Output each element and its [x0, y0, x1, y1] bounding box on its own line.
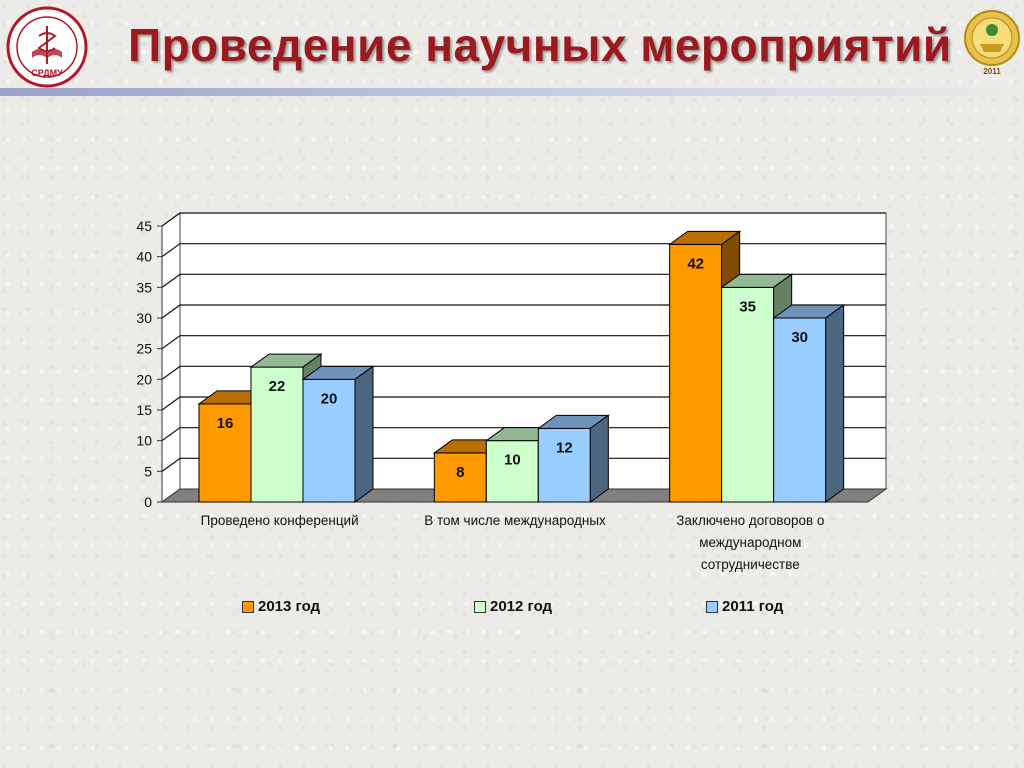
y-tick-label: 25 [136, 341, 152, 357]
bar-front [721, 286, 775, 503]
y-tick-label: 35 [136, 279, 152, 295]
gridline [161, 457, 886, 472]
logo-right-text: 2011 [983, 67, 1001, 76]
bar-front [669, 243, 723, 503]
data-label: 42 [687, 255, 704, 272]
y-tick-label: 30 [136, 310, 152, 326]
bar-side [354, 365, 374, 503]
legend-label: 2013 год [258, 598, 321, 615]
university-logo-icon: СРДМУ [6, 6, 88, 88]
y-tick-label: 5 [144, 463, 152, 479]
x-category-label-line: международном [699, 535, 802, 550]
x-category-label-line: сотрудничестве [700, 557, 800, 572]
data-label: 8 [456, 464, 464, 481]
data-label: 12 [556, 439, 573, 456]
bar-front [433, 452, 487, 503]
gridline [161, 365, 886, 380]
gridline [161, 396, 886, 411]
gridline [161, 212, 886, 227]
legend-item: 2011 год [706, 598, 783, 615]
chart-legend: 2013 год 2012 год 2011 год [0, 598, 1024, 622]
y-tick-label: 10 [136, 433, 152, 449]
x-category-label-line: Проведено конференций [200, 513, 359, 528]
x-category-label: В том числе международных [395, 510, 635, 532]
y-tick-label: 45 [136, 218, 152, 234]
data-label: 35 [739, 298, 756, 315]
data-label: 30 [791, 329, 808, 346]
gridline [161, 304, 886, 319]
legend-label: 2012 год [490, 598, 553, 615]
header: СРДМУ Проведение научных мероприятий 201… [0, 0, 1024, 90]
data-label: 22 [269, 378, 286, 395]
data-label: 16 [217, 415, 234, 432]
legend-swatch [242, 600, 254, 613]
bar-front [250, 366, 304, 503]
bar-front [485, 440, 539, 503]
bar [301, 365, 375, 503]
legend-item: 2012 год [474, 598, 552, 615]
gridline [161, 335, 886, 350]
side-wall [161, 212, 181, 503]
x-category-label-line: Заключено договоров о [676, 513, 825, 528]
legend-item: 2013 год [242, 598, 320, 615]
bar-side [825, 304, 845, 503]
y-tick-label: 0 [144, 494, 152, 510]
bar-side [589, 414, 609, 503]
award-badge-icon: 2011 [964, 10, 1020, 76]
legend-swatch [706, 600, 718, 613]
gridline [161, 243, 886, 258]
page-title: Проведение научных мероприятий [128, 19, 952, 71]
y-tick-label: 20 [136, 371, 152, 387]
legend-label: 2011 год [722, 598, 784, 615]
y-tick-label: 15 [136, 402, 152, 418]
bar [536, 414, 610, 503]
header-rule [0, 88, 1024, 96]
bar-front [302, 378, 356, 503]
gridline [161, 273, 886, 288]
data-label: 10 [504, 452, 521, 469]
bar-front [198, 403, 252, 503]
data-label: 20 [321, 390, 338, 407]
bar-front [537, 427, 591, 503]
x-category-label-line: В том числе международных [424, 513, 606, 528]
y-tick-label: 40 [136, 249, 152, 265]
legend-swatch [474, 600, 486, 613]
gridline [161, 427, 886, 442]
x-category-label: Проведено конференций [160, 510, 400, 532]
logo-left-text: СРДМУ [31, 68, 63, 78]
bar [772, 304, 846, 503]
x-category-label: Заключено договоров о международном сотруд… [630, 510, 870, 576]
